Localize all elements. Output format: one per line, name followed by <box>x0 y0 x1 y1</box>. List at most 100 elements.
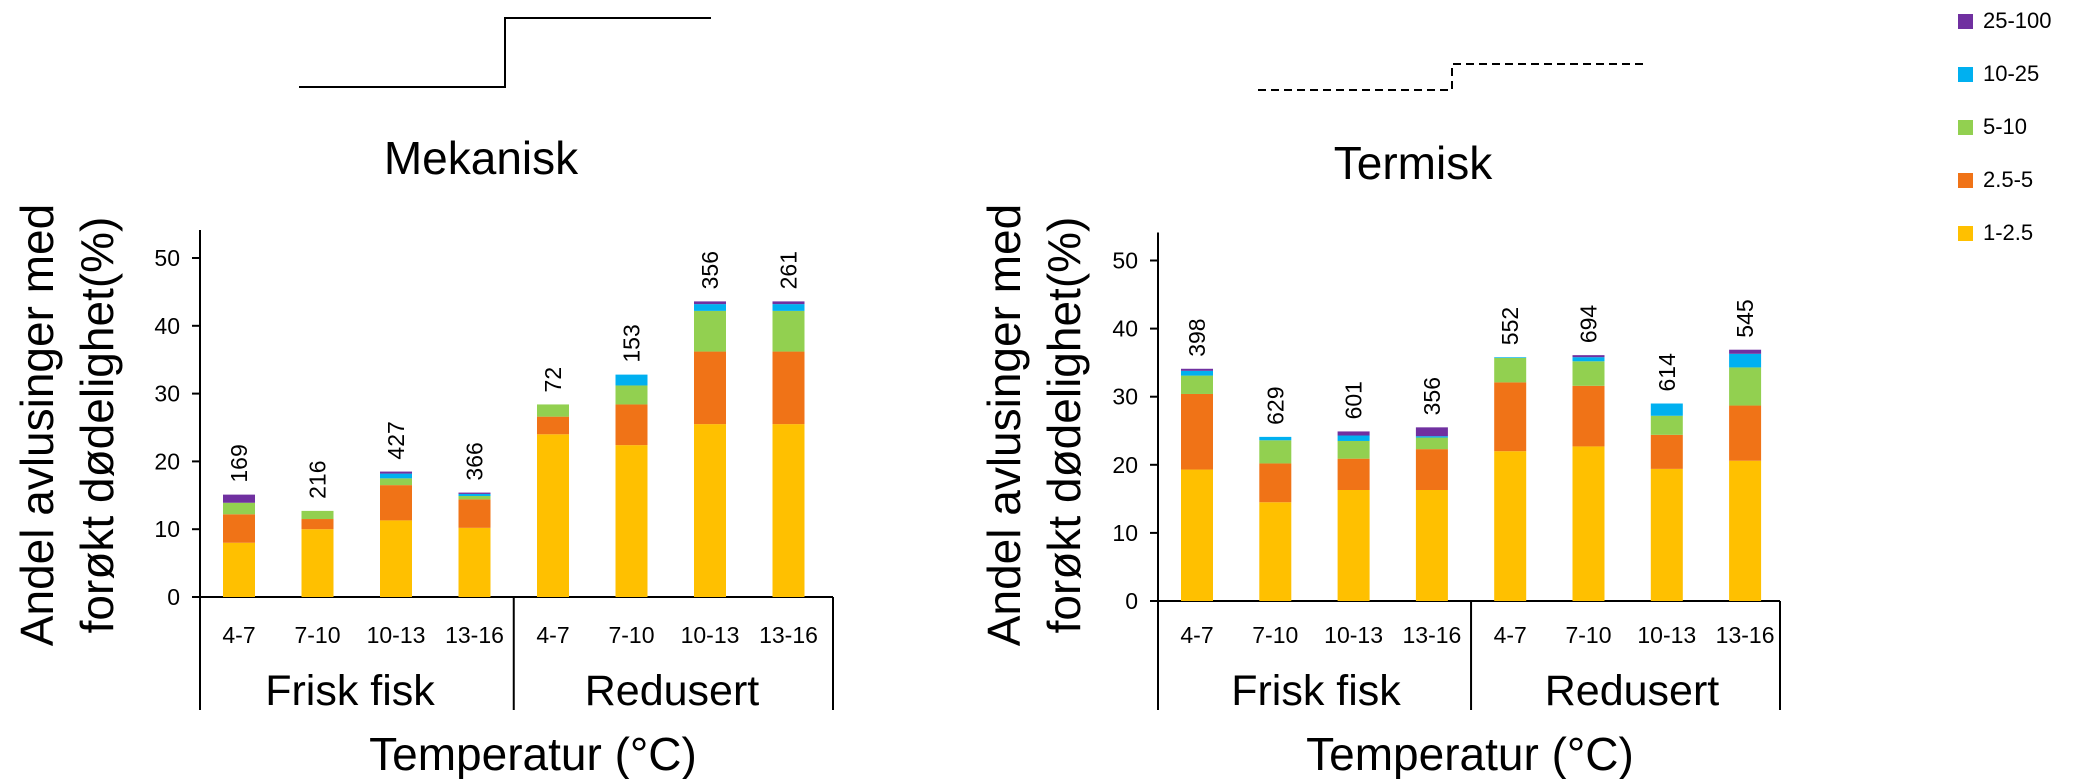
chart-title: Termisk <box>1334 137 1493 189</box>
bar-segment-25-100 <box>1337 431 1370 436</box>
bar-segment-2.5-5 <box>301 519 334 530</box>
group-label-frisk-fisk: Frisk fisk <box>265 667 435 715</box>
bar-segment-5-10 <box>1259 440 1292 464</box>
mekanisk-chart: Mekanisk Andel avlusinger med forøkt død… <box>11 132 834 779</box>
bar-segment-1-2.5 <box>1650 468 1683 601</box>
bar-segment-1-2.5 <box>772 424 805 597</box>
bar-segment-10-25 <box>1259 436 1292 441</box>
legend-label: 5-10 <box>1983 114 2027 139</box>
bar-segment-25-100 <box>1572 355 1605 358</box>
x-tick-label: 7-10 <box>1252 622 1298 648</box>
bar-segment-1-2.5 <box>1259 502 1292 601</box>
x-tick-label: 13-16 <box>1402 622 1461 648</box>
bar-segment-10-25 <box>772 304 805 311</box>
bar-segment-5-10 <box>537 404 569 417</box>
bar-segment-10-25 <box>1181 370 1213 376</box>
bar-segment-1-2.5 <box>1494 451 1527 601</box>
legend-label: 1-2.5 <box>1983 220 2033 245</box>
bar-segment-25-100 <box>694 301 726 305</box>
legend-swatch-1-2.5 <box>1958 226 1973 241</box>
x-tick-label: 4-7 <box>536 622 569 648</box>
bar-segment-2.5-5 <box>1650 434 1683 469</box>
y-axis-title-line1: Andel avlusinger med <box>11 204 63 646</box>
bar-segment-5-10 <box>1181 375 1213 394</box>
bar-segment-5-10 <box>772 310 805 352</box>
y-axis-title-line2: forøkt dødelighet(%) <box>1038 217 1090 634</box>
bar-count-label: 356 <box>1419 377 1445 415</box>
bar-segment-10-25 <box>458 493 491 496</box>
bar-segment-5-10 <box>1494 357 1527 383</box>
bar-segment-5-10 <box>380 478 412 486</box>
bar-segment-2.5-5 <box>1259 463 1292 503</box>
bar-segment-5-10 <box>458 495 491 500</box>
bar-segment-1-2.5 <box>301 529 334 597</box>
legend-swatch-2.5-5 <box>1958 173 1973 188</box>
bar-segment-5-10 <box>1650 415 1683 435</box>
bar-segment-1-2.5 <box>458 527 491 597</box>
bar-segment-2.5-5 <box>458 499 491 528</box>
bar-segment-5-10 <box>1729 367 1762 406</box>
x-tick-label: 13-16 <box>1716 622 1775 648</box>
bar-segment-1-2.5 <box>1181 469 1213 601</box>
y-tick-label: 50 <box>154 245 180 271</box>
x-axis-title: Temperatur (°C) <box>1306 728 1634 779</box>
y-tick-label: 40 <box>154 313 180 339</box>
y-axis-title-line1: Andel avlusinger med <box>978 204 1030 646</box>
bar-count-label: 398 <box>1184 318 1210 356</box>
x-tick-label: 7-10 <box>1565 622 1611 648</box>
legend-label: 10-25 <box>1983 61 2039 86</box>
bar-segment-2.5-5 <box>772 351 805 425</box>
bar-count-label: 153 <box>619 324 645 362</box>
bar-segment-10-25 <box>615 374 648 386</box>
y-tick-label: 30 <box>1112 384 1138 410</box>
bar-count-label: 427 <box>383 421 409 459</box>
bar-segment-25-100 <box>1181 368 1213 371</box>
bar-count-label: 216 <box>305 461 331 499</box>
bar-segment-5-10 <box>694 310 726 352</box>
bar-count-label: 629 <box>1262 387 1288 425</box>
bar-segment-2.5-5 <box>223 514 255 543</box>
bar-segment-5-10 <box>1337 440 1370 459</box>
bar-segment-5-10 <box>1572 361 1605 386</box>
bar-segment-1-2.5 <box>537 434 569 597</box>
chart-title: Mekanisk <box>384 132 579 184</box>
bar-segment-25-100 <box>223 494 255 503</box>
bar-segment-10-25 <box>1337 435 1370 441</box>
y-tick-label: 0 <box>1125 588 1138 614</box>
bar-segment-1-2.5 <box>1572 446 1605 601</box>
y-axis-title-line2: forøkt dødelighet(%) <box>71 217 123 634</box>
bar-segment-5-10 <box>615 385 648 405</box>
bar-segment-10-25 <box>1494 357 1527 358</box>
bar-segment-5-10 <box>223 502 255 515</box>
x-tick-label: 10-13 <box>1637 622 1696 648</box>
bar-count-label: 614 <box>1654 353 1680 392</box>
x-tick-label: 13-16 <box>759 622 818 648</box>
x-tick-label: 10-13 <box>367 622 426 648</box>
plot-area: 0 10 20 30 40 50 169 4-7 216 7-10 427 10-13 366 13-16… <box>154 230 834 710</box>
y-tick-label: 20 <box>1112 452 1138 478</box>
bar-segment-10-25 <box>380 473 412 479</box>
bar-segment-10-25 <box>1572 357 1605 362</box>
bar-count-label: 366 <box>462 442 488 480</box>
bar-segment-2.5-5 <box>1494 382 1527 452</box>
legend-label: 2.5-5 <box>1983 167 2033 192</box>
bar-count-label: 601 <box>1341 381 1367 419</box>
legend: 25-100 10-25 5-10 2.5-5 1-2.5 <box>1958 8 2052 245</box>
bar-segment-25-100 <box>458 492 491 494</box>
legend-swatch-25-100 <box>1958 14 1973 29</box>
bar-segment-10-25 <box>1729 353 1762 368</box>
y-tick-label: 40 <box>1112 316 1138 342</box>
bar-segment-2.5-5 <box>694 351 726 425</box>
bar-segment-1-2.5 <box>223 542 255 597</box>
bar-segment-2.5-5 <box>1729 405 1762 461</box>
mekanisk-step-line <box>299 17 711 88</box>
group-label-redusert: Redusert <box>1545 667 1720 715</box>
bar-segment-1-2.5 <box>380 520 412 597</box>
y-tick-label: 50 <box>1112 248 1138 274</box>
plot-area: 0 10 20 30 40 50 398 4-7 629 7-10 601 10-13 356 13-16… <box>1112 232 1781 710</box>
bar-segment-2.5-5 <box>537 416 569 435</box>
x-tick-label: 4-7 <box>1494 622 1527 648</box>
bar-segment-10-25 <box>694 304 726 311</box>
bar-segment-2.5-5 <box>380 485 412 521</box>
